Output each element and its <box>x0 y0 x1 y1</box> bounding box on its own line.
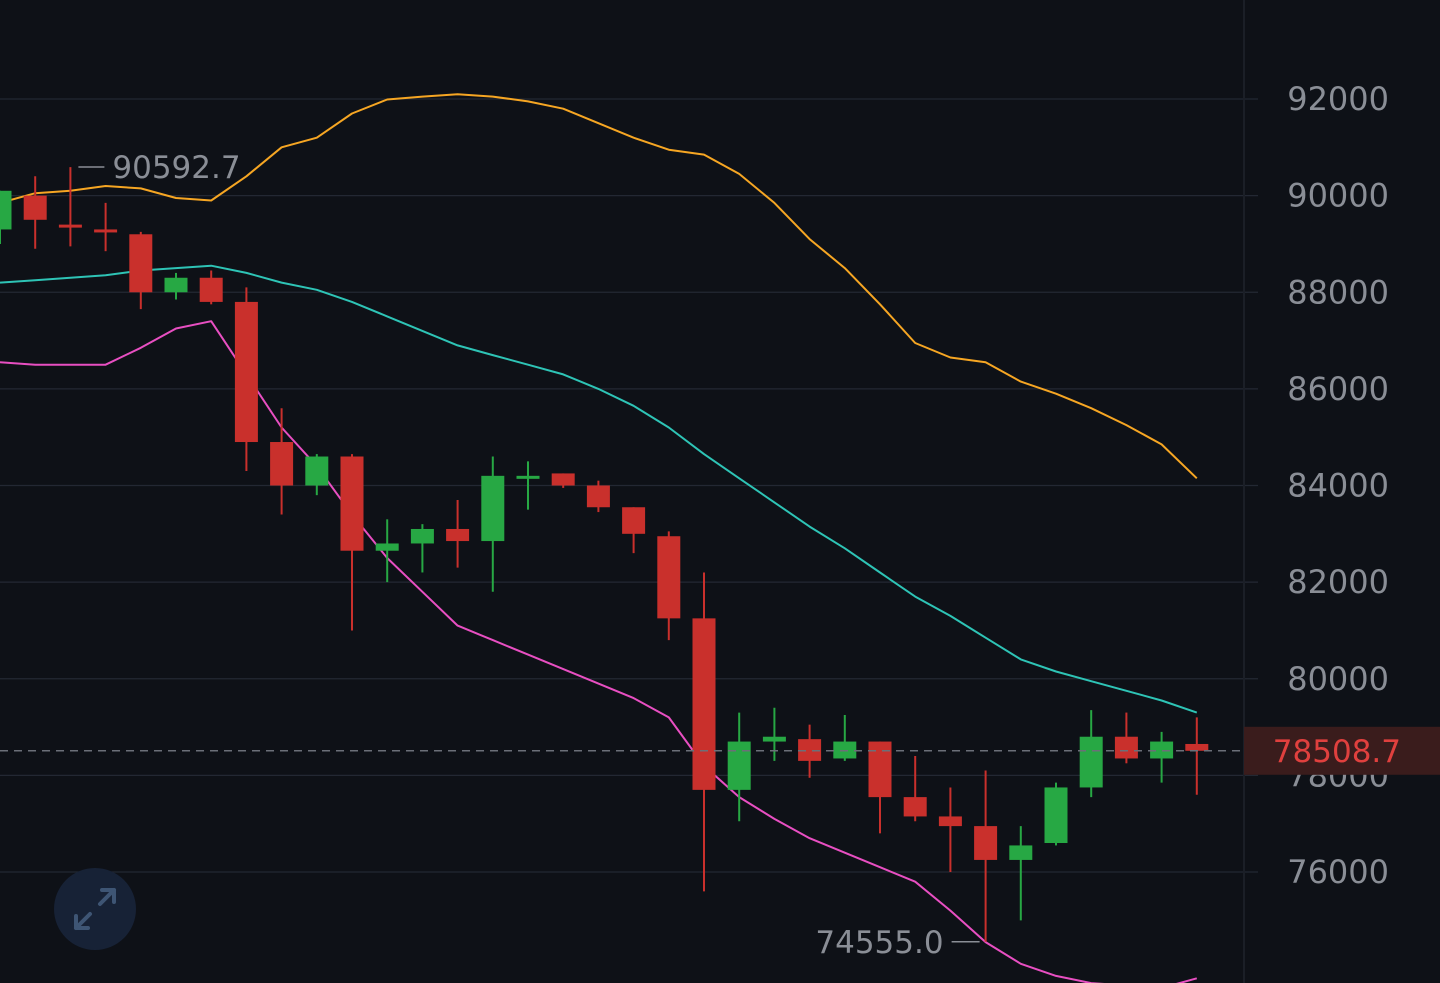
candle <box>833 714 857 761</box>
candle-body <box>94 229 118 233</box>
low-annotation-label: 74555.0 <box>815 925 943 961</box>
candle-body <box>551 473 575 486</box>
candle <box>410 524 434 573</box>
candle <box>0 190 12 244</box>
y-tick-label: 84000 <box>1287 467 1389 505</box>
candle <box>868 741 892 834</box>
candle <box>974 770 998 942</box>
candle <box>129 231 153 310</box>
candle-body <box>58 224 82 228</box>
candle-body <box>692 618 716 790</box>
expand-arrows-icon <box>74 888 116 930</box>
candle <box>1185 717 1209 795</box>
candle-body <box>340 456 364 551</box>
candle <box>657 531 681 641</box>
candle-body <box>199 277 223 302</box>
y-tick-label: 76000 <box>1287 853 1389 891</box>
candle-body <box>23 195 47 220</box>
candle <box>234 287 258 472</box>
candle-body <box>481 475 505 542</box>
expand-button[interactable] <box>54 868 136 950</box>
candle <box>340 454 364 631</box>
y-tick-label: 92000 <box>1287 80 1389 118</box>
candle-body <box>798 739 822 761</box>
high-annotation-label: 90592.7 <box>112 150 240 186</box>
last-price-tag <box>1244 726 1440 775</box>
candle-body <box>305 456 329 486</box>
upper-band-line <box>0 93 1198 480</box>
candle <box>727 712 751 822</box>
candle <box>94 202 118 252</box>
candle <box>164 272 188 300</box>
candle <box>622 507 646 554</box>
candle-body <box>727 741 751 790</box>
candle-body <box>903 797 927 817</box>
y-tick-label: 88000 <box>1287 273 1389 311</box>
candle <box>1009 826 1033 921</box>
candle <box>305 454 329 496</box>
candle-body <box>0 190 12 230</box>
candle-body <box>1185 743 1209 751</box>
bollinger-bands <box>0 93 1198 983</box>
candle-body <box>586 485 610 508</box>
candle-body <box>657 536 681 619</box>
middle-band-line <box>0 264 1198 714</box>
candle-body <box>410 528 434 544</box>
candle-body <box>1009 845 1033 860</box>
candle-body <box>938 816 962 827</box>
candle <box>481 456 505 592</box>
candle <box>270 408 294 515</box>
candle-body <box>762 736 786 742</box>
candle-body <box>622 507 646 534</box>
candle <box>1114 712 1138 764</box>
candle-body <box>1044 787 1068 844</box>
candle-body <box>129 234 153 293</box>
candle-body <box>974 826 998 860</box>
candle-body <box>1079 736 1103 788</box>
candle <box>551 473 575 488</box>
candle <box>1150 731 1174 783</box>
candle-body <box>270 442 294 486</box>
candle-body <box>868 741 892 798</box>
candle <box>903 756 927 822</box>
candle <box>798 724 822 778</box>
candle <box>938 787 962 872</box>
lower-band-line <box>0 320 1198 983</box>
candle <box>1079 710 1103 798</box>
y-tick-label: 86000 <box>1287 370 1389 408</box>
candle-body <box>234 301 258 443</box>
candle <box>199 270 223 305</box>
candle <box>58 167 82 247</box>
candle <box>375 519 399 583</box>
y-tick-label: 82000 <box>1287 563 1389 601</box>
candle <box>692 572 716 892</box>
candle-body <box>164 277 188 293</box>
candle <box>586 480 610 513</box>
candle-body <box>375 543 399 551</box>
candle-body <box>446 528 470 542</box>
candle <box>762 707 786 761</box>
candle <box>516 461 540 510</box>
candle-body <box>516 475 540 479</box>
candle-body <box>833 741 857 759</box>
grid-lines <box>0 98 1258 873</box>
candles <box>0 167 1209 942</box>
candle <box>1044 782 1068 846</box>
candle-body <box>1114 736 1138 759</box>
candle <box>446 499 470 568</box>
candle <box>23 176 47 249</box>
y-tick-label: 80000 <box>1287 660 1389 698</box>
last-price-label: 78508.7 <box>1273 734 1401 770</box>
y-tick-label: 90000 <box>1287 177 1389 215</box>
candle-body <box>1150 741 1174 759</box>
